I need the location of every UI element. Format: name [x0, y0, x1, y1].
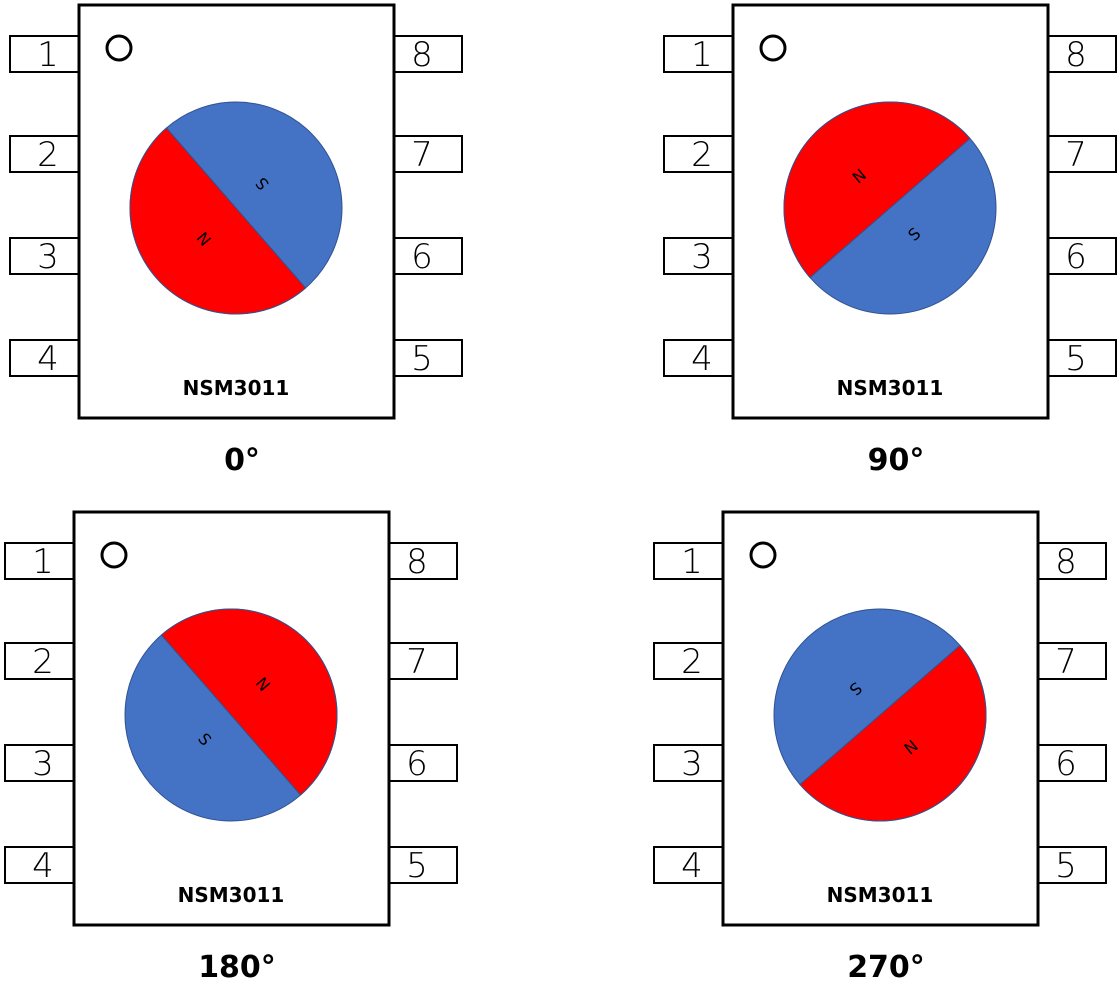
pin	[1037, 846, 1107, 884]
pin	[388, 744, 458, 782]
pin-label: 5	[411, 339, 433, 379]
pin-label: 4	[681, 846, 703, 886]
pin	[1037, 744, 1107, 782]
pin-label: 1	[32, 542, 54, 582]
pin	[9, 339, 80, 377]
pin	[663, 35, 734, 73]
magnet-north	[783, 101, 971, 279]
pin	[388, 542, 458, 580]
pin-label: 4	[691, 339, 713, 379]
pin	[653, 744, 724, 782]
magnet: NS	[783, 101, 997, 315]
pin	[9, 35, 80, 73]
pin-label: 7	[411, 135, 433, 175]
magnet-north	[799, 644, 987, 822]
pin-label: 3	[37, 237, 59, 277]
pin-label: 4	[37, 339, 59, 379]
pin1-marker	[749, 541, 777, 569]
pin-label: 5	[406, 846, 428, 886]
pin-label: 7	[406, 642, 428, 682]
pin-label: 3	[681, 744, 703, 784]
pin-label: 4	[32, 846, 54, 886]
pin	[4, 744, 75, 782]
pin-label: 7	[1055, 642, 1077, 682]
pin-label: 6	[406, 744, 428, 784]
pin-label: 2	[691, 135, 713, 175]
magnet: NS	[124, 608, 338, 822]
pin-label: 6	[1065, 237, 1087, 277]
chip-label: NSM3011	[183, 376, 290, 400]
pin	[1047, 135, 1117, 173]
chip-panel: 1 8 2 7 3 6 4 5 NS NSM3011 0°	[9, 3, 463, 478]
pin	[1047, 339, 1117, 377]
pin1-marker	[105, 34, 133, 62]
chip-label: NSM3011	[827, 883, 934, 907]
pin	[663, 237, 734, 275]
pin-label: 2	[32, 642, 54, 682]
pin-label: 1	[37, 35, 59, 75]
pin-label: 5	[1065, 339, 1087, 379]
caption: 90°	[868, 443, 925, 478]
caption: 270°	[847, 950, 925, 984]
pin	[388, 642, 458, 680]
magnet-north	[160, 608, 338, 796]
chip-label: NSM3011	[178, 883, 285, 907]
pin-label: 6	[1055, 744, 1077, 784]
caption: 180°	[198, 950, 276, 984]
pin	[653, 642, 724, 680]
pin	[1047, 237, 1117, 275]
pin-label: 8	[1055, 542, 1077, 582]
pin-label: 6	[411, 237, 433, 277]
pin-label: 8	[411, 35, 433, 75]
pin-label: 7	[1065, 135, 1087, 175]
chip-panel: 1 8 2 7 3 6 4 5 NS NSM3011 270°	[653, 510, 1107, 984]
pin	[4, 542, 75, 580]
chip-panel: 1 8 2 7 3 6 4 5 NS NSM3011 180°	[4, 510, 458, 984]
pin	[4, 642, 75, 680]
pin-label: 8	[1065, 35, 1087, 75]
pin1-marker	[759, 34, 787, 62]
pin	[9, 237, 80, 275]
caption: 0°	[224, 443, 260, 478]
pin-label: 5	[1055, 846, 1077, 886]
magnet: NS	[129, 101, 343, 315]
pin	[4, 846, 75, 884]
pin-label: 1	[681, 542, 703, 582]
pin-label: 2	[681, 642, 703, 682]
pin	[663, 339, 734, 377]
pin-label: 3	[691, 237, 713, 277]
chip-panel: 1 8 2 7 3 6 4 5 NS NSM3011 90°	[663, 3, 1117, 478]
pin-label: 2	[37, 135, 59, 175]
pin	[393, 35, 463, 73]
pin-label: 1	[691, 35, 713, 75]
pin	[9, 135, 80, 173]
pin	[393, 135, 463, 173]
pin-label: 3	[32, 744, 54, 784]
chip-label: NSM3011	[837, 376, 944, 400]
pin-label: 8	[406, 542, 428, 582]
magnet: NS	[773, 608, 987, 822]
magnet-north	[129, 127, 307, 315]
pin1-marker	[100, 541, 128, 569]
